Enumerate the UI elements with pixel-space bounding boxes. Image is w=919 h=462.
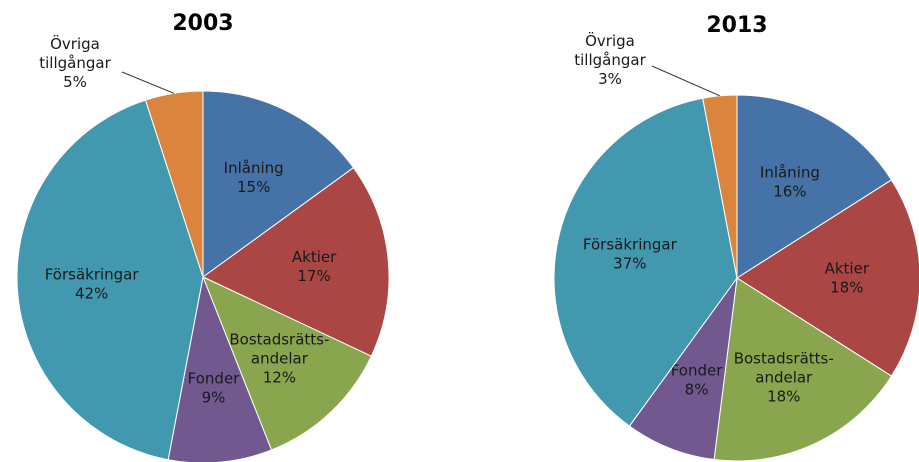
slice-label: Övriga tillgångar 5% (39, 34, 111, 91)
pie-slice (736, 94, 893, 279)
pie-slice (553, 97, 738, 427)
slice-label: Övriga tillgångar 3% (574, 31, 646, 88)
slice-label: Inlåning 15% (224, 159, 284, 196)
slice-label: Aktier 18% (825, 259, 870, 296)
pie-slice (202, 276, 372, 451)
pie-slice (16, 99, 204, 461)
slice-label: Bostadsrätts-andelar 12% (229, 330, 329, 386)
pie-slice (167, 275, 273, 462)
slice-label: Försäkringar 37% (583, 235, 678, 272)
pie-slice (202, 90, 355, 278)
slice-label: Försäkringar 42% (45, 265, 140, 302)
pie-slice (202, 166, 390, 357)
slice-label: Fonder 8% (671, 361, 724, 398)
slice-label: Fonder 9% (188, 369, 241, 406)
chart-title: 2013 (706, 13, 767, 38)
chart-title: 2003 (172, 11, 233, 36)
pie-slice (713, 277, 893, 462)
slice-label: Inlåning 16% (760, 163, 820, 200)
slice-label: Aktier 17% (292, 247, 337, 284)
leader-line (121, 71, 175, 94)
pie-slice (628, 277, 738, 461)
pie-slice (144, 90, 204, 278)
slice-label: Bostadsrätts-andelar 18% (734, 349, 834, 405)
leader-line (651, 65, 720, 97)
pie-slice (736, 179, 919, 377)
